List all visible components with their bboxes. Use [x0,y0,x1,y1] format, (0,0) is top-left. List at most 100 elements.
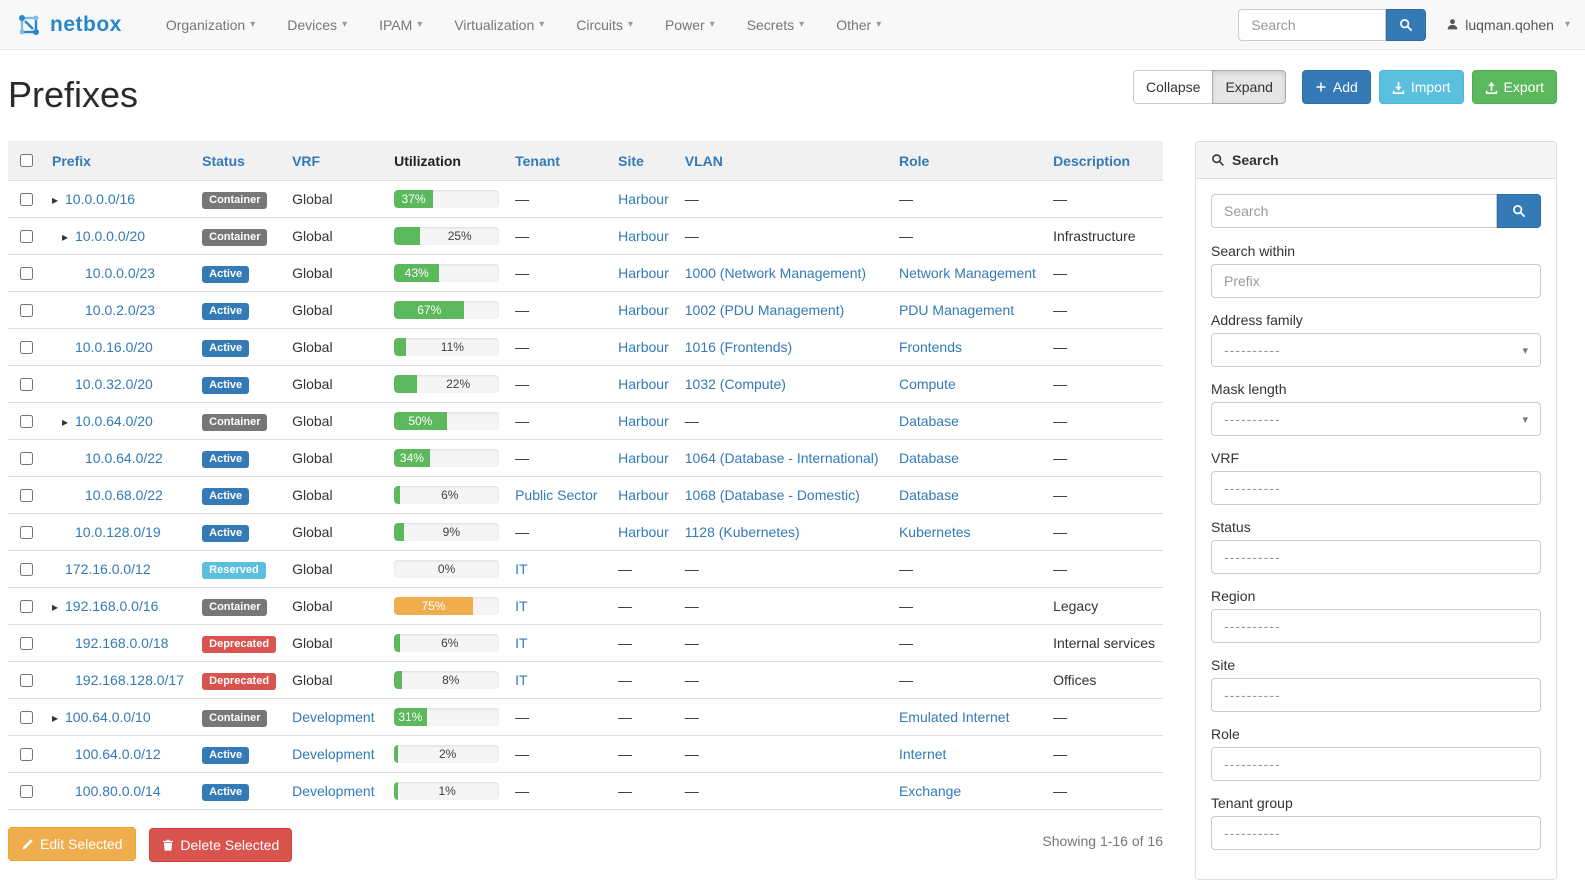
nav-menu-virtualization[interactable]: Virtualization ▾ [438,0,560,50]
role-link[interactable]: Database [898,450,959,466]
row-checkbox[interactable] [20,192,33,206]
prefix-link[interactable]: 192.168.0.0/18 [75,635,169,651]
prefix-link[interactable]: 10.0.0.0/23 [85,265,156,281]
site-link[interactable]: Harbour [618,450,669,466]
role-link[interactable]: Network Management [898,265,1036,281]
status-badge[interactable]: Active [202,339,250,357]
prefix-link[interactable]: 10.0.2.0/23 [85,302,156,318]
prefix-link[interactable]: 192.168.128.0/17 [75,672,184,688]
role-link[interactable]: Exchange [898,783,962,799]
sort-link-vrf[interactable]: VRF [292,152,321,169]
filter-search-input[interactable] [1211,194,1497,228]
import-button[interactable]: Import [1378,70,1464,104]
role-link[interactable]: Frontends [898,339,962,355]
status-badge[interactable]: Active [202,265,250,283]
prefix-link[interactable]: 10.0.32.0/20 [75,376,153,392]
expand-caret-icon[interactable]: ▸ [52,600,59,614]
role-link[interactable]: Compute [898,376,956,392]
vrf-select[interactable]: ---------- [1211,471,1541,505]
row-checkbox[interactable] [20,784,33,798]
row-checkbox[interactable] [20,229,33,243]
sort-link-prefix[interactable]: Prefix [52,152,91,169]
role-link[interactable]: Database [898,413,959,429]
expand-caret-icon[interactable]: ▸ [52,193,59,207]
search-within-input[interactable] [1224,273,1528,289]
status-badge[interactable]: Deprecated [202,635,277,653]
prefix-link[interactable]: 172.16.0.0/12 [65,561,151,577]
row-checkbox[interactable] [20,710,33,724]
row-checkbox[interactable] [20,525,33,539]
prefix-link[interactable]: 10.0.64.0/20 [75,413,153,429]
expand-caret-icon[interactable]: ▸ [62,415,69,429]
tenant-link[interactable]: IT [515,672,528,688]
vlan-link[interactable]: 1068 (Database - Domestic) [684,487,860,503]
row-checkbox[interactable] [20,340,33,354]
status-badge[interactable]: Container [202,598,268,616]
role-link[interactable]: PDU Management [898,302,1015,318]
row-checkbox[interactable] [20,266,33,280]
site-link[interactable]: Harbour [618,524,669,540]
nav-menu-ipam[interactable]: IPAM ▾ [363,0,438,50]
export-button[interactable]: Export [1471,70,1557,104]
status-badge[interactable]: Container [202,228,268,246]
status-badge[interactable]: Container [202,709,268,727]
filter-search-button[interactable] [1497,194,1541,228]
vrf-link[interactable]: Development [292,746,375,762]
row-checkbox[interactable] [20,303,33,317]
sort-link-role[interactable]: Role [898,152,930,169]
delete-selected-button[interactable]: Delete Selected [149,827,293,862]
row-checkbox[interactable] [20,636,33,650]
prefix-link[interactable]: 10.0.0.0/16 [65,191,136,207]
role-link[interactable]: Database [898,487,959,503]
status-badge[interactable]: Active [202,783,250,801]
vrf-link[interactable]: Development [292,783,375,799]
site-link[interactable]: Harbour [618,487,669,503]
expand-caret-icon[interactable]: ▸ [52,711,59,725]
site-link[interactable]: Harbour [618,228,669,244]
vlan-link[interactable]: 1016 (Frontends) [684,339,793,355]
tenant-link[interactable]: IT [515,635,528,651]
site-select[interactable]: ---------- [1211,678,1541,712]
tenant-link[interactable]: Public Sector [515,487,598,503]
status-badge[interactable]: Deprecated [202,672,277,690]
netbox-brand[interactable]: netbox [15,11,122,39]
prefix-link[interactable]: 10.0.64.0/22 [85,450,163,466]
add-button[interactable]: Add [1301,70,1371,104]
nav-menu-circuits[interactable]: Circuits ▾ [560,0,649,50]
role-link[interactable]: Internet [898,746,947,762]
site-link[interactable]: Harbour [618,376,669,392]
row-checkbox[interactable] [20,377,33,391]
sort-link-tenant[interactable]: Tenant [515,152,560,169]
sort-link-status[interactable]: Status [202,152,245,169]
prefix-link[interactable]: 10.0.128.0/19 [75,524,161,540]
site-link[interactable]: Harbour [618,265,669,281]
tenant-link[interactable]: IT [515,561,528,577]
site-link[interactable]: Harbour [618,302,669,318]
status-badge[interactable]: Active [202,376,250,394]
expand-caret-icon[interactable]: ▸ [62,230,69,244]
address-family-select[interactable]: ---------- ▾ [1211,333,1541,367]
sort-link-description[interactable]: Description [1053,152,1131,169]
tenant-link[interactable]: IT [515,598,528,614]
vlan-link[interactable]: 1000 (Network Management) [684,265,867,281]
select-all-checkbox[interactable] [20,154,33,167]
row-checkbox[interactable] [20,673,33,687]
vlan-link[interactable]: 1002 (PDU Management) [684,302,845,318]
prefix-link[interactable]: 192.168.0.0/16 [65,598,159,614]
row-checkbox[interactable] [20,451,33,465]
prefix-link[interactable]: 100.64.0.0/10 [65,709,151,725]
nav-menu-organization[interactable]: Organization ▾ [150,0,271,50]
status-badge[interactable]: Active [202,487,250,505]
prefix-link[interactable]: 10.0.68.0/22 [85,487,163,503]
sort-link-vlan[interactable]: VLAN [684,152,723,169]
region-select[interactable]: ---------- [1211,609,1541,643]
user-menu[interactable]: luqman.qohen ▾ [1446,17,1570,33]
nav-menu-secrets[interactable]: Secrets ▾ [731,0,821,50]
status-badge[interactable]: Active [202,450,250,468]
mask-length-select[interactable]: ---------- ▾ [1211,402,1541,436]
edit-selected-button[interactable]: Edit Selected [8,827,136,861]
nav-menu-other[interactable]: Other ▾ [820,0,897,50]
status-badge[interactable]: Container [202,413,268,431]
collapse-button[interactable]: Collapse [1132,70,1214,104]
status-badge[interactable]: Container [202,191,268,209]
